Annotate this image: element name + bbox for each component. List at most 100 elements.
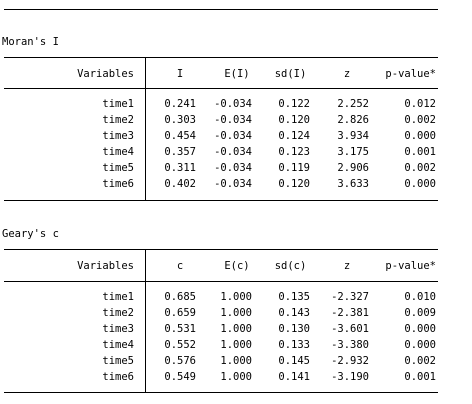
row-pvalue: 0.002 [404, 355, 436, 367]
row-sd: 0.133 [278, 339, 310, 351]
row-pvalue: 0.000 [404, 339, 436, 351]
table-row: time1 0.685 1.000 0.135 -2.327 0.010 [0, 291, 472, 307]
moran-table-title: Moran's I [2, 36, 59, 48]
row-pvalue: 0.000 [404, 130, 436, 142]
row-variable: time1 [102, 291, 134, 303]
row-variable: time4 [102, 146, 134, 158]
row-expected: -0.034 [214, 114, 252, 126]
table-row: time4 0.552 1.000 0.133 -3.380 0.000 [0, 339, 472, 355]
row-z: -3.190 [331, 371, 369, 383]
geary-table-top-rule [4, 249, 438, 250]
row-sd: 0.143 [278, 307, 310, 319]
row-variable: time6 [102, 178, 134, 190]
row-expected: 1.000 [220, 355, 252, 367]
row-expected: 1.000 [220, 307, 252, 319]
row-pvalue: 0.012 [404, 98, 436, 110]
row-sd: 0.123 [278, 146, 310, 158]
moran-header-expected: E(I) [224, 68, 250, 80]
moran-header-z: z [343, 68, 351, 80]
table-row: time1 0.241 -0.034 0.122 2.252 0.012 [0, 98, 472, 114]
row-variable: time2 [102, 114, 134, 126]
row-z: -3.380 [331, 339, 369, 351]
row-statistic: 0.311 [164, 162, 196, 174]
row-z: -2.381 [331, 307, 369, 319]
row-expected: -0.034 [214, 162, 252, 174]
row-z: 3.175 [337, 146, 369, 158]
row-expected: 1.000 [220, 291, 252, 303]
row-statistic: 0.357 [164, 146, 196, 158]
moran-table-column-divider [145, 58, 146, 200]
row-variable: time1 [102, 98, 134, 110]
row-expected: 1.000 [220, 323, 252, 335]
row-statistic: 0.241 [164, 98, 196, 110]
row-statistic: 0.303 [164, 114, 196, 126]
row-z: 2.826 [337, 114, 369, 126]
geary-header-variables: Variables [77, 260, 134, 272]
table-row: time3 0.454 -0.034 0.124 3.934 0.000 [0, 130, 472, 146]
table-row: time2 0.659 1.000 0.143 -2.381 0.009 [0, 307, 472, 323]
table-row: time4 0.357 -0.034 0.123 3.175 0.001 [0, 146, 472, 162]
row-pvalue: 0.001 [404, 371, 436, 383]
top-rule [4, 9, 438, 10]
table-row: time5 0.576 1.000 0.145 -2.932 0.002 [0, 355, 472, 371]
row-sd: 0.119 [278, 162, 310, 174]
geary-table-bottom-rule [4, 392, 438, 393]
geary-table-header-rule [4, 281, 438, 282]
row-variable: time4 [102, 339, 134, 351]
moran-table-bottom-rule [4, 200, 438, 201]
row-statistic: 0.549 [164, 371, 196, 383]
geary-table-column-divider [145, 250, 146, 392]
table-row: time6 0.549 1.000 0.141 -3.190 0.001 [0, 371, 472, 387]
row-z: -3.601 [331, 323, 369, 335]
table-row: time6 0.402 -0.034 0.120 3.633 0.000 [0, 178, 472, 194]
table-row: time2 0.303 -0.034 0.120 2.826 0.002 [0, 114, 472, 130]
row-pvalue: 0.000 [404, 323, 436, 335]
row-statistic: 0.576 [164, 355, 196, 367]
row-expected: -0.034 [214, 178, 252, 190]
moran-table-top-rule [4, 57, 438, 58]
row-sd: 0.141 [278, 371, 310, 383]
moran-header-variables: Variables [77, 68, 134, 80]
geary-header-statistic: c [176, 260, 184, 272]
row-statistic: 0.531 [164, 323, 196, 335]
row-expected: -0.034 [214, 98, 252, 110]
row-statistic: 0.685 [164, 291, 196, 303]
row-sd: 0.124 [278, 130, 310, 142]
row-z: 3.934 [337, 130, 369, 142]
moran-header-sd: sd(I) [274, 68, 307, 80]
row-sd: 0.145 [278, 355, 310, 367]
row-statistic: 0.454 [164, 130, 196, 142]
row-sd: 0.135 [278, 291, 310, 303]
row-expected: -0.034 [214, 146, 252, 158]
row-variable: time6 [102, 371, 134, 383]
row-z: 3.633 [337, 178, 369, 190]
row-z: -2.932 [331, 355, 369, 367]
row-statistic: 0.552 [164, 339, 196, 351]
row-pvalue: 0.009 [404, 307, 436, 319]
geary-header-pvalue: p-value* [385, 260, 436, 272]
row-pvalue: 0.002 [404, 114, 436, 126]
row-variable: time5 [102, 355, 134, 367]
geary-table-title: Geary's c [2, 228, 59, 240]
row-pvalue: 0.002 [404, 162, 436, 174]
row-pvalue: 0.001 [404, 146, 436, 158]
geary-header-z: z [343, 260, 351, 272]
geary-header-expected: E(c) [224, 260, 250, 272]
row-variable: time5 [102, 162, 134, 174]
row-pvalue: 0.000 [404, 178, 436, 190]
row-sd: 0.122 [278, 98, 310, 110]
moran-header-statistic: I [176, 68, 184, 80]
row-z: -2.327 [331, 291, 369, 303]
row-sd: 0.120 [278, 114, 310, 126]
moran-header-pvalue: p-value* [385, 68, 436, 80]
moran-table-header-rule [4, 88, 438, 89]
row-variable: time3 [102, 130, 134, 142]
row-sd: 0.120 [278, 178, 310, 190]
row-variable: time3 [102, 323, 134, 335]
row-pvalue: 0.010 [404, 291, 436, 303]
table-row: time3 0.531 1.000 0.130 -3.601 0.000 [0, 323, 472, 339]
row-expected: 1.000 [220, 371, 252, 383]
geary-header-sd: sd(c) [274, 260, 307, 272]
row-statistic: 0.402 [164, 178, 196, 190]
row-statistic: 0.659 [164, 307, 196, 319]
